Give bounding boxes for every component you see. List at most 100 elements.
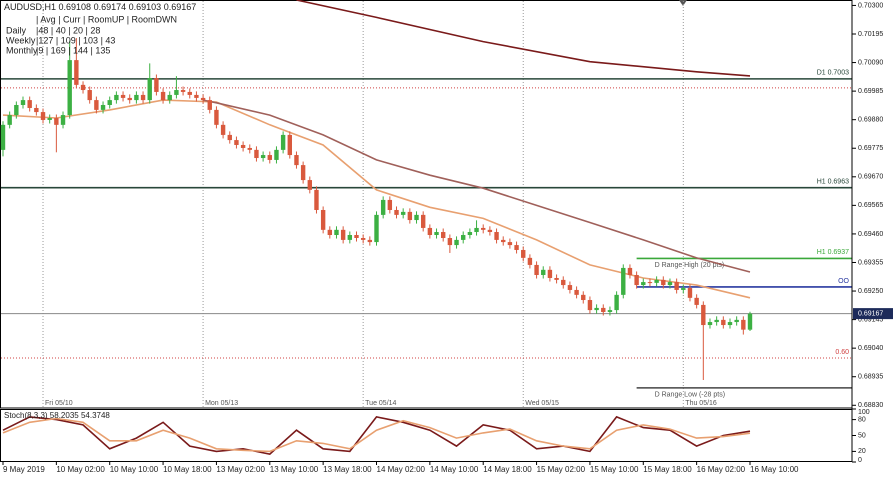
candle-body xyxy=(514,245,519,250)
info-row-label: Monthly xyxy=(6,45,38,55)
candle-body xyxy=(467,232,473,236)
candle-body xyxy=(167,94,172,101)
candle-body xyxy=(54,118,59,125)
candle-body xyxy=(694,297,699,305)
candle-body xyxy=(360,238,366,240)
candle-body xyxy=(174,90,179,95)
candle-body xyxy=(247,147,252,150)
symbol-line: AUDUSD,H1 0.69108 0.69174 0.69103 0.6916… xyxy=(4,2,196,12)
candle-body xyxy=(27,100,32,108)
candle-body xyxy=(274,149,279,160)
candle-body xyxy=(461,235,466,240)
candle-body xyxy=(94,100,99,110)
candle-body xyxy=(427,227,433,236)
stoch-line xyxy=(2,417,751,453)
candle-body xyxy=(420,214,426,228)
candle-body xyxy=(721,319,726,326)
candle-body xyxy=(214,109,219,125)
candle-body xyxy=(254,149,259,159)
candle-body xyxy=(320,209,326,230)
candle-body xyxy=(501,239,506,243)
candle-body xyxy=(220,124,226,135)
y-tick-label: 0.69355 xyxy=(858,259,883,266)
candle-body xyxy=(87,90,92,101)
candle-body xyxy=(80,84,86,91)
candle-body xyxy=(347,235,353,240)
stoch-y-tick-label: 0 xyxy=(858,457,862,464)
stoch-title: Stoch(8,3,3) 58.2035 54.3748 xyxy=(4,411,110,420)
candle-body xyxy=(554,277,559,280)
x-tick-label: 15 May 02:00 xyxy=(537,465,586,474)
candle-body xyxy=(307,180,313,190)
candle-body xyxy=(434,232,439,236)
level-label: H1 0.6937 xyxy=(817,249,849,256)
separator-label: Wed 05/15 xyxy=(525,400,559,407)
candle-body xyxy=(407,211,413,221)
info-header: | Avg | Curr | RoomUP | RoomDWN xyxy=(36,14,177,24)
candle-body xyxy=(194,94,199,98)
candle-body xyxy=(601,307,606,312)
candle-body xyxy=(240,144,246,148)
candle-body xyxy=(107,100,112,105)
price-axis-bg xyxy=(853,0,894,478)
candle-body xyxy=(741,319,746,330)
candle-body xyxy=(387,199,393,210)
last-open: 0.69108 xyxy=(59,2,92,12)
candle-body xyxy=(100,104,106,110)
y-tick-label: 0.69250 xyxy=(858,288,883,295)
y-tick-label: 0.69565 xyxy=(858,202,883,209)
candle-body xyxy=(587,300,593,311)
x-tick-label: 16 May 10:00 xyxy=(750,465,799,474)
candle-body xyxy=(74,60,79,85)
candle-body xyxy=(280,134,286,150)
candle-body xyxy=(474,227,479,233)
candle-body xyxy=(707,322,713,326)
y-tick-label: 0.69880 xyxy=(858,117,883,124)
separator-label: Mon 05/13 xyxy=(205,400,238,407)
candle-body xyxy=(654,279,659,283)
candle-body xyxy=(340,229,346,240)
candle-body xyxy=(447,238,453,246)
candle-body xyxy=(67,60,72,116)
candle-body xyxy=(661,279,666,286)
candle-body xyxy=(40,112,46,120)
candle-body xyxy=(140,94,146,101)
y-tick-label: 0.68935 xyxy=(858,374,883,381)
candle-body xyxy=(367,239,373,243)
stoch-y-tick-label: 50 xyxy=(858,432,866,439)
candle-body xyxy=(614,294,619,311)
candle-body xyxy=(47,118,52,120)
y-tick-label: 0.68830 xyxy=(858,402,883,409)
candle-body xyxy=(394,209,399,215)
candle-body xyxy=(294,155,299,166)
y-tick-label: 0.70090 xyxy=(858,59,883,66)
candle-body xyxy=(674,282,679,290)
x-tick-label: 10 May 02:00 xyxy=(56,465,105,474)
candle-body xyxy=(234,140,239,145)
candle-body xyxy=(641,282,646,286)
info-row-values: |9 | 169 | 144 | 135 xyxy=(36,45,110,55)
y-tick-label: 0.69460 xyxy=(858,231,883,238)
y-tick-label: 0.69775 xyxy=(858,145,883,152)
candle-body xyxy=(727,322,733,326)
shift-marker xyxy=(679,0,687,6)
candle-body xyxy=(454,239,459,246)
candle-body xyxy=(607,310,613,312)
candle-body xyxy=(714,319,719,323)
y-tick-label: 0.69985 xyxy=(858,88,883,95)
last-high: 0.69174 xyxy=(94,2,127,12)
candle-body xyxy=(507,242,513,246)
candle-body xyxy=(114,94,119,101)
moving-average xyxy=(202,99,751,273)
candle-body xyxy=(747,313,753,330)
level-label: D1 0.7003 xyxy=(817,70,849,77)
candle-body xyxy=(561,279,566,286)
candle-body xyxy=(574,289,579,295)
y-tick-label: 0.70300 xyxy=(858,2,883,9)
candle-body xyxy=(160,91,166,101)
candle-body xyxy=(34,107,39,113)
candle-body xyxy=(354,235,359,238)
x-tick-label: 16 May 02:00 xyxy=(697,465,746,474)
